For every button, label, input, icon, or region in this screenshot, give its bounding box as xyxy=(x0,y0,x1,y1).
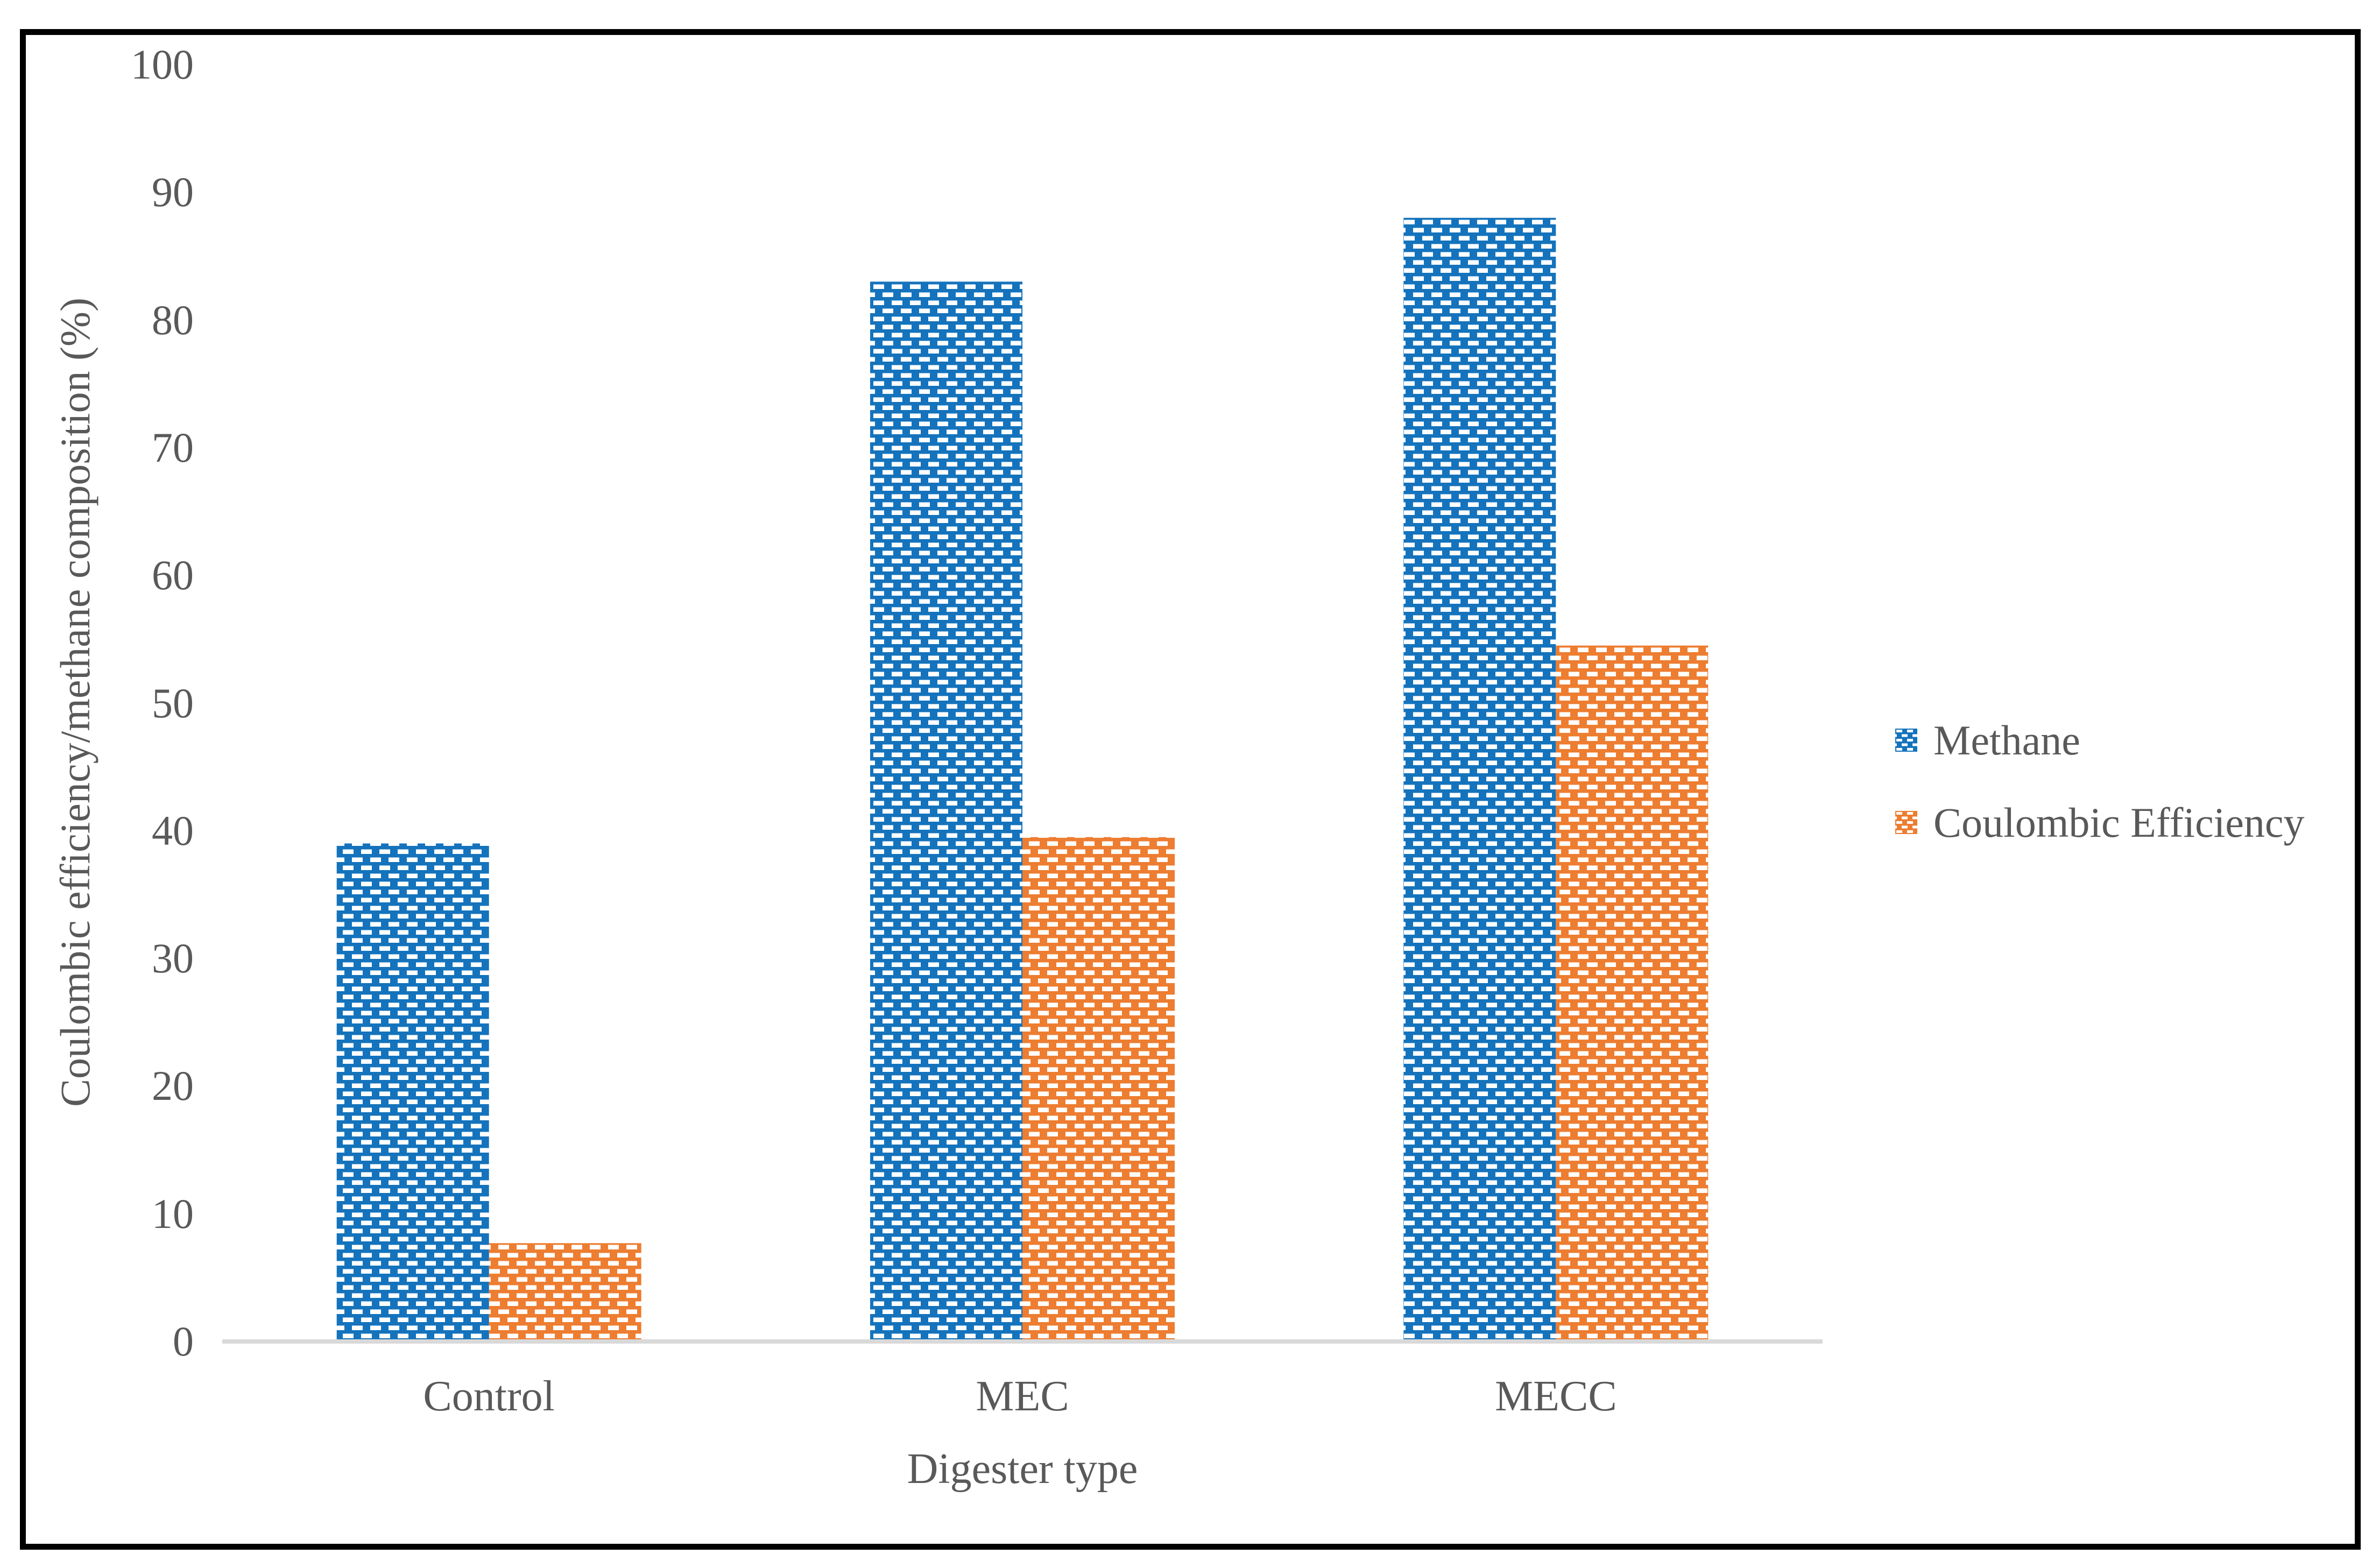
bars-group xyxy=(336,217,1709,1341)
y-tick-label-0: 0 xyxy=(173,1318,194,1365)
y-tick-label-40: 40 xyxy=(152,807,194,854)
x-tick-label-mec: MEC xyxy=(976,1373,1069,1420)
x-axis-title: Digester type xyxy=(907,1445,1138,1493)
legend-item-methane: Methane xyxy=(1895,717,2080,764)
legend-label-methane: Methane xyxy=(1933,717,2080,764)
y-tick-label-60: 60 xyxy=(152,552,194,599)
bar-mecc-methane xyxy=(1403,217,1556,1341)
y-tick-label-30: 30 xyxy=(152,935,194,982)
x-tick-label-mecc: MECC xyxy=(1494,1373,1617,1420)
figure-border xyxy=(20,29,2361,1550)
bar-control-methane xyxy=(336,843,489,1341)
coulombic-efficiency-legend-swatch-icon xyxy=(1895,811,1917,834)
plot-area xyxy=(336,217,1709,1341)
legend-label-coulombic-efficiency: Coulombic Efficiency xyxy=(1933,799,2305,846)
y-tick-label-90: 90 xyxy=(152,168,194,216)
bar-mec-methane xyxy=(870,281,1022,1341)
bar-mec-coulombic-efficiency xyxy=(1022,837,1175,1341)
y-tick-label-20: 20 xyxy=(152,1062,194,1110)
y-tick-label-10: 10 xyxy=(152,1190,194,1237)
y-tick-label-80: 80 xyxy=(152,296,194,343)
x-axis-line xyxy=(222,1339,1823,1344)
x-tick-label-control: Control xyxy=(423,1373,555,1420)
bar-mecc-coulombic-efficiency xyxy=(1556,645,1709,1341)
y-tick-label-100: 100 xyxy=(131,41,194,88)
bar-control-coulombic-efficiency xyxy=(489,1243,641,1341)
y-tick-label-70: 70 xyxy=(152,423,194,471)
methane-legend-swatch-icon xyxy=(1895,729,1917,752)
legend-item-coulombic-efficiency: Coulombic Efficiency xyxy=(1895,799,2305,846)
y-tick-label-50: 50 xyxy=(152,679,194,726)
